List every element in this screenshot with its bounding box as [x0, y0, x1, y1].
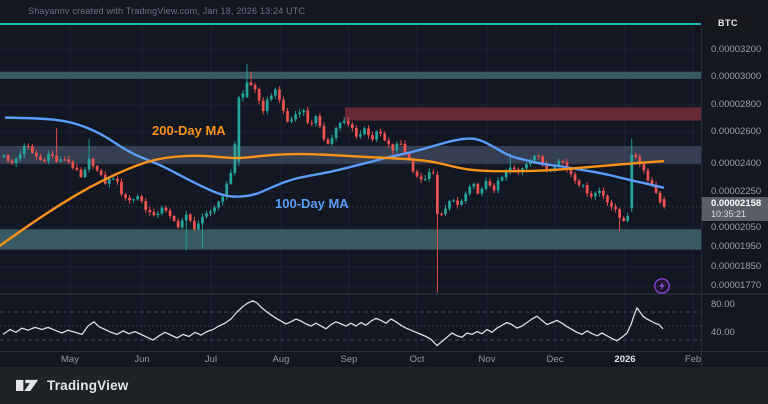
ma200-line	[0, 152, 665, 247]
supply-upper-teal	[0, 71, 701, 79]
rsi-line	[2, 300, 664, 347]
price-axis-label: 0.00002250	[711, 186, 762, 197]
time-axis-label: 2026	[614, 354, 636, 365]
accent-line	[0, 23, 701, 25]
attribution-text: Shayannv created with TradingView.com, J…	[28, 6, 306, 16]
candle-countdown: 10:35:21	[711, 209, 747, 219]
price-axis-label: 0.00003000	[711, 71, 762, 82]
time-axis-label: May	[61, 354, 79, 365]
current-price-value: 0.00002158	[711, 198, 762, 209]
pane-separators	[0, 25, 768, 366]
time-axis-label: Sep	[340, 354, 358, 365]
time-axis-label: Jun	[134, 354, 150, 365]
time-axis-label: Jul	[204, 354, 218, 365]
resistance-red	[345, 107, 701, 121]
price-axis-label: 0.00001770	[711, 280, 762, 291]
rsi-axis-label: 80.00	[711, 299, 735, 310]
price-zones	[0, 71, 701, 250]
time-axis[interactable]: May Jun Jul Aug Sep Oct Nov Dec 2026 Feb	[0, 352, 768, 366]
price-axis-label: 0.00002600	[711, 126, 762, 137]
time-axis-label: Aug	[272, 354, 290, 365]
price-axis-label: 0.00003200	[711, 44, 762, 55]
mid-gray-band	[0, 145, 701, 164]
tradingview-logo-icon	[16, 379, 39, 391]
quote-currency-badge: BTC	[704, 16, 752, 31]
candlestick-series	[2, 63, 666, 293]
ma200-label: 200-Day MA	[152, 123, 226, 138]
ma100-label: 100-Day MA	[275, 196, 349, 211]
time-axis-label: Oct	[409, 354, 425, 365]
rsi-pane	[0, 300, 701, 347]
branding-strip: TradingView	[0, 367, 768, 404]
tradingview-logo-text: TradingView	[47, 377, 129, 393]
time-axis-label: Nov	[478, 354, 496, 365]
rsi-axis-label: 40.00	[711, 327, 735, 338]
support-teal	[0, 229, 701, 250]
price-axis-label: 0.00002050	[711, 222, 762, 233]
boost-icon[interactable]	[653, 277, 671, 295]
price-axis-label: 0.00002800	[711, 99, 762, 110]
current-price-label: 0.00002158 10:35:21	[702, 197, 768, 221]
tradingview-logo[interactable]: TradingView	[16, 376, 128, 394]
time-axis-label: Feb	[684, 354, 702, 365]
price-axis-label: 0.00001850	[711, 261, 762, 272]
price-axis[interactable]: 0.00003200 0.00003000 0.00002800 0.00002600…	[702, 25, 768, 366]
price-axis-label: 0.00001950	[711, 241, 762, 252]
price-axis-label: 0.00002400	[711, 158, 762, 169]
time-axis-label: Dec	[546, 354, 564, 365]
